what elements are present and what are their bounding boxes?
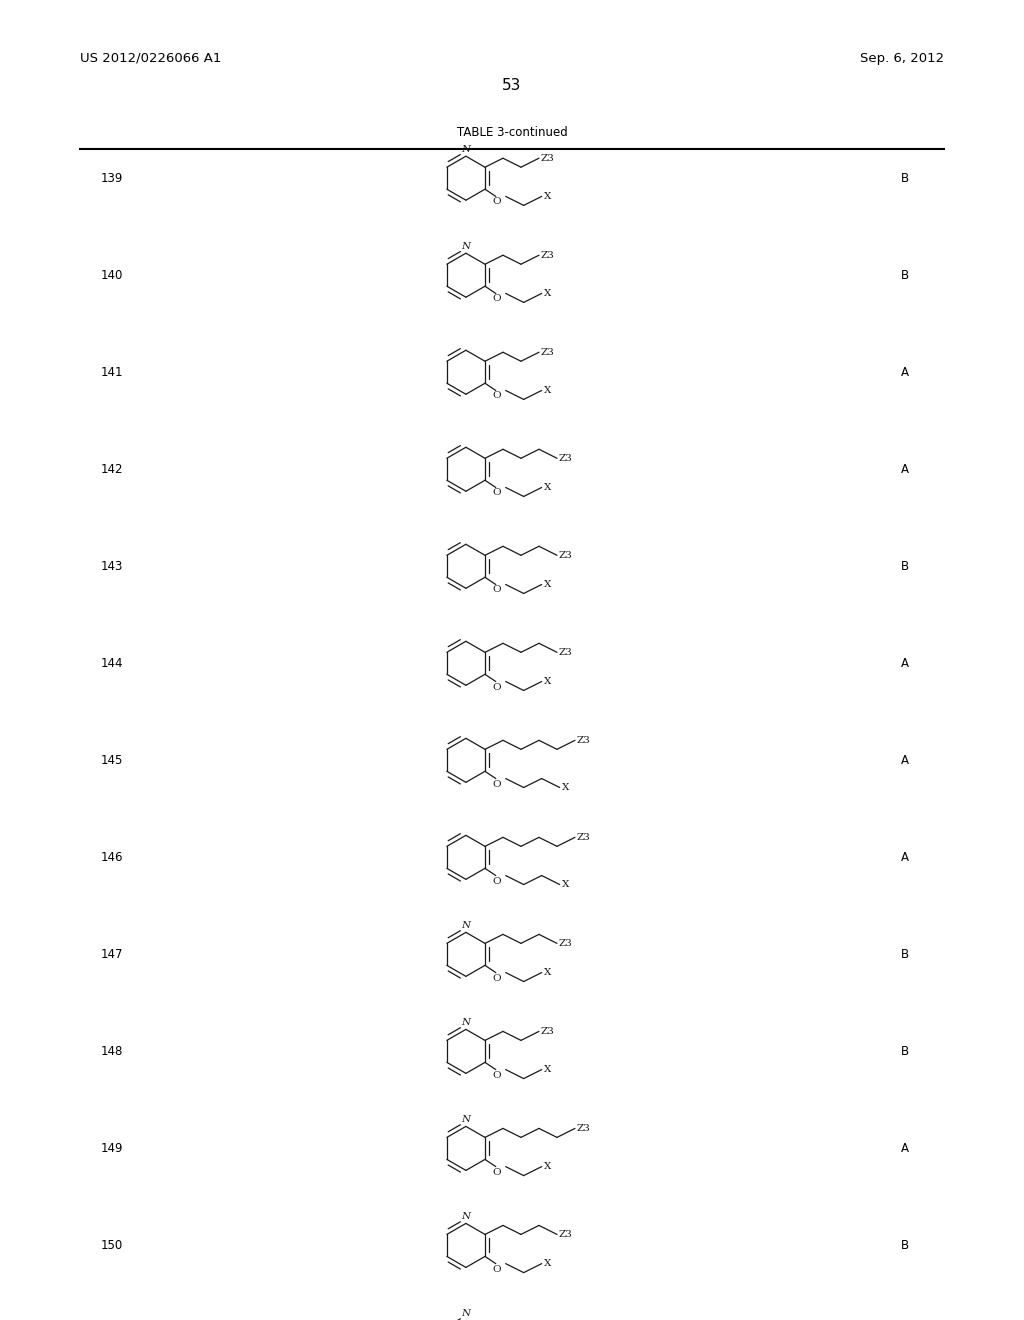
Text: 150: 150 bbox=[100, 1239, 123, 1251]
Text: X: X bbox=[544, 968, 551, 977]
Text: O: O bbox=[493, 682, 501, 692]
Text: B: B bbox=[901, 269, 909, 281]
Text: X: X bbox=[544, 191, 551, 201]
Text: O: O bbox=[493, 198, 501, 206]
Text: 147: 147 bbox=[100, 948, 123, 961]
Text: Z3: Z3 bbox=[541, 251, 555, 260]
Text: A: A bbox=[901, 657, 909, 669]
Text: X: X bbox=[544, 1259, 551, 1269]
Text: O: O bbox=[493, 1071, 501, 1080]
Text: B: B bbox=[901, 560, 909, 573]
Text: O: O bbox=[493, 294, 501, 304]
Text: 146: 146 bbox=[100, 851, 123, 863]
Text: 141: 141 bbox=[100, 366, 123, 379]
Text: 53: 53 bbox=[503, 78, 521, 94]
Text: O: O bbox=[493, 780, 501, 788]
Text: Z3: Z3 bbox=[541, 1027, 555, 1036]
Text: B: B bbox=[901, 948, 909, 961]
Text: Z3: Z3 bbox=[541, 153, 555, 162]
Text: B: B bbox=[901, 1045, 909, 1057]
Text: X: X bbox=[562, 880, 569, 890]
Text: X: X bbox=[544, 289, 551, 298]
Text: A: A bbox=[901, 463, 909, 475]
Text: Z3: Z3 bbox=[559, 939, 572, 948]
Text: X: X bbox=[544, 579, 551, 589]
Text: N: N bbox=[462, 145, 470, 154]
Text: 139: 139 bbox=[100, 172, 123, 185]
Text: B: B bbox=[901, 1239, 909, 1251]
Text: O: O bbox=[493, 1265, 501, 1274]
Text: X: X bbox=[544, 385, 551, 395]
Text: Z3: Z3 bbox=[559, 1230, 572, 1239]
Text: A: A bbox=[901, 851, 909, 863]
Text: O: O bbox=[493, 1168, 501, 1176]
Text: US 2012/0226066 A1: US 2012/0226066 A1 bbox=[80, 51, 221, 65]
Text: N: N bbox=[462, 921, 470, 931]
Text: Z3: Z3 bbox=[577, 735, 591, 744]
Text: A: A bbox=[901, 1142, 909, 1155]
Text: 144: 144 bbox=[100, 657, 123, 669]
Text: 145: 145 bbox=[100, 754, 123, 767]
Text: 148: 148 bbox=[100, 1045, 123, 1057]
Text: X: X bbox=[544, 1065, 551, 1074]
Text: Z3: Z3 bbox=[559, 454, 572, 463]
Text: A: A bbox=[901, 754, 909, 767]
Text: N: N bbox=[462, 1115, 470, 1125]
Text: N: N bbox=[462, 1309, 470, 1319]
Text: O: O bbox=[493, 488, 501, 498]
Text: 142: 142 bbox=[100, 463, 123, 475]
Text: N: N bbox=[462, 1213, 470, 1221]
Text: Z3: Z3 bbox=[559, 550, 572, 560]
Text: X: X bbox=[544, 1162, 551, 1171]
Text: O: O bbox=[493, 876, 501, 886]
Text: Z3: Z3 bbox=[541, 347, 555, 356]
Text: O: O bbox=[493, 392, 501, 400]
Text: Z3: Z3 bbox=[577, 1123, 591, 1133]
Text: Sep. 6, 2012: Sep. 6, 2012 bbox=[860, 51, 944, 65]
Text: O: O bbox=[493, 586, 501, 594]
Text: X: X bbox=[562, 783, 569, 792]
Text: Z3: Z3 bbox=[559, 648, 572, 657]
Text: A: A bbox=[901, 366, 909, 379]
Text: 149: 149 bbox=[100, 1142, 123, 1155]
Text: TABLE 3-continued: TABLE 3-continued bbox=[457, 125, 567, 139]
Text: X: X bbox=[544, 677, 551, 686]
Text: Z3: Z3 bbox=[577, 833, 591, 842]
Text: N: N bbox=[462, 1019, 470, 1027]
Text: B: B bbox=[901, 172, 909, 185]
Text: O: O bbox=[493, 974, 501, 982]
Text: 143: 143 bbox=[100, 560, 123, 573]
Text: X: X bbox=[544, 483, 551, 492]
Text: N: N bbox=[462, 243, 470, 251]
Text: 140: 140 bbox=[100, 269, 123, 281]
